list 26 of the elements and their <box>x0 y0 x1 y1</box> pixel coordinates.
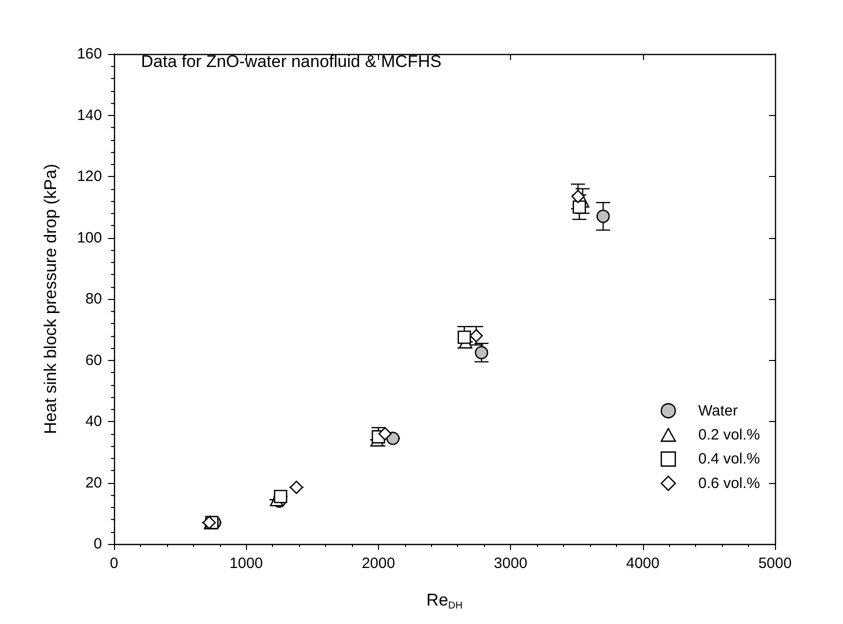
legend-label: 0.6 vol.% <box>698 474 760 492</box>
point <box>474 346 488 360</box>
y-tick-label: 160 <box>76 46 102 62</box>
y-tick-label: 0 <box>94 536 102 552</box>
point <box>202 516 216 530</box>
point <box>274 490 288 504</box>
legend-label: 0.2 vol.% <box>698 426 760 444</box>
legend-label: Water <box>698 402 738 420</box>
x-tick-label: 3000 <box>494 555 528 572</box>
y-tick-label: 40 <box>85 413 102 430</box>
y-axis-title: Heat sink block pressure drop (kPa) <box>41 164 60 434</box>
annotation: Data for ZnO-water nanofluid & MCFHS <box>141 52 442 71</box>
y-tick-label: 100 <box>76 229 102 246</box>
x-tick-label: 2000 <box>362 555 396 572</box>
x-tick-label: 0 <box>110 555 118 572</box>
point <box>596 210 610 223</box>
y-tick-label: 140 <box>76 106 102 124</box>
x-tick-label: 1000 <box>230 555 263 572</box>
legend-label: 0.4 vol.% <box>698 450 760 468</box>
x-tick-label: 4000 <box>626 555 660 572</box>
y-tick-label: 20 <box>85 474 102 492</box>
x-tick-label: 5000 <box>758 555 792 572</box>
y-tick-label: 60 <box>85 352 102 369</box>
y-tick-label: 120 <box>76 168 102 185</box>
y-tick-label: 80 <box>85 290 102 308</box>
point <box>378 427 392 440</box>
